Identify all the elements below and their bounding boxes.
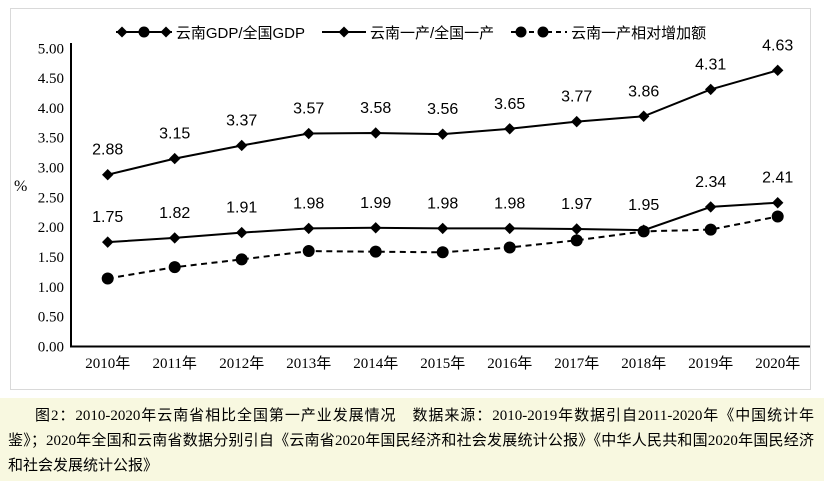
x-tick-label: 2016年 <box>487 355 532 372</box>
data-marker-diamond <box>504 222 516 235</box>
data-label: 1.91 <box>226 200 257 217</box>
x-tick-label: 2017年 <box>554 355 599 372</box>
data-marker-circle <box>235 253 248 266</box>
y-tick-label: 0.50 <box>38 310 64 326</box>
data-marker-diamond <box>236 226 248 239</box>
data-label: 1.98 <box>427 195 458 212</box>
data-marker-diamond <box>571 223 583 235</box>
x-tick-label: 2018年 <box>621 355 666 372</box>
chart-canvas: 5.00 4.50 4.00 3.50 3.00 2.50 2.00 1.50 1.00 0.50… <box>14 37 810 372</box>
data-marker-diamond <box>102 236 114 248</box>
data-marker-circle <box>570 234 583 247</box>
y-tick-label: 2.00 <box>38 220 64 236</box>
data-label: 3.58 <box>360 100 391 117</box>
x-tick-label: 2015年 <box>420 355 465 372</box>
y-tick-label: 2.50 <box>38 190 64 206</box>
data-label: 1.98 <box>494 195 525 212</box>
data-label: 1.82 <box>159 205 190 222</box>
y-tick-label: 1.50 <box>38 250 64 266</box>
data-label: 3.57 <box>293 101 324 118</box>
figure-caption: 图2：2010-2020年云南省相比全国第一产业发展情况 数据来源：2010-2… <box>0 398 824 481</box>
y-tick-label: 3.50 <box>38 131 64 147</box>
data-marker-diamond <box>437 222 449 235</box>
series-line-0 <box>107 69 778 176</box>
data-marker-diamond <box>437 128 449 140</box>
y-tick-label: 5.00 <box>38 41 64 57</box>
data-marker-circle <box>637 225 650 238</box>
y-tick-label: 4.00 <box>38 101 64 117</box>
data-marker-diamond <box>705 83 717 96</box>
legend-item-gdp-ratio: 云南GDP/全国GDP <box>115 22 305 43</box>
chart-legend: 云南GDP/全国GDP 云南一产/全国一产 云南一产相对增加额 <box>11 22 810 43</box>
x-tick-label: 2012年 <box>219 355 264 372</box>
data-label: 3.37 <box>226 112 257 129</box>
x-tick-label: 2019年 <box>688 355 733 372</box>
data-label: 2.41 <box>762 170 793 187</box>
legend-label-gdp-ratio: 云南GDP/全国GDP <box>175 24 305 42</box>
legend-item-relative-increase: 云南一产相对增加额 <box>510 22 706 43</box>
data-marker-diamond <box>571 115 583 128</box>
legend-glyph-diamond-circle-diamond <box>115 26 172 38</box>
data-marker-diamond <box>705 201 717 213</box>
data-label: 2.88 <box>92 142 123 159</box>
data-label: 3.65 <box>494 96 525 113</box>
data-marker-diamond <box>504 123 516 135</box>
data-label: 4.31 <box>695 56 726 73</box>
legend-glyph-line-diamond <box>322 26 366 38</box>
data-marker-diamond <box>772 197 784 209</box>
data-label: 3.86 <box>628 83 659 100</box>
data-label: 3.15 <box>159 126 190 143</box>
legend-item-primary-ratio: 云南一产/全国一产 <box>321 22 494 43</box>
x-tick-label: 2011年 <box>152 355 196 372</box>
chart-frame: 5.00 4.50 4.00 3.50 3.00 2.50 2.00 1.50 1.00 0.50… <box>10 8 811 390</box>
x-tick-label: 2010年 <box>85 355 130 372</box>
y-tick-label: 4.50 <box>38 71 64 87</box>
data-label: 3.56 <box>427 101 458 118</box>
x-tick-label: 2020年 <box>755 355 800 372</box>
legend-label-relative-increase: 云南一产相对增加额 <box>571 24 707 42</box>
data-marker-circle <box>704 223 717 236</box>
data-label: 1.75 <box>92 209 123 226</box>
data-marker-circle <box>168 261 181 274</box>
data-marker-diamond <box>102 169 114 181</box>
data-marker-diamond <box>169 152 181 165</box>
x-tick-label: 2013年 <box>286 355 331 372</box>
data-marker-circle <box>369 245 382 258</box>
data-marker-circle <box>436 246 449 259</box>
data-label: 4.63 <box>762 37 793 54</box>
data-marker-diamond <box>370 222 382 234</box>
data-label: 1.99 <box>360 195 391 212</box>
data-label: 1.97 <box>561 196 592 213</box>
data-marker-diamond <box>370 127 382 139</box>
legend-label-primary-ratio: 云南一产/全国一产 <box>370 24 495 42</box>
data-marker-diamond <box>638 110 650 122</box>
x-tick-label: 2014年 <box>353 355 398 372</box>
y-tick-label: 3.00 <box>38 161 64 177</box>
y-tick-label: 1.00 <box>38 280 64 296</box>
data-marker-circle <box>771 210 784 223</box>
data-label: 1.98 <box>293 195 324 212</box>
data-label: 2.34 <box>695 174 726 191</box>
data-marker-circle <box>302 245 315 258</box>
data-marker-diamond <box>169 232 181 244</box>
y-axis-title: % <box>14 178 27 195</box>
data-marker-circle <box>503 241 516 254</box>
data-marker-diamond <box>303 222 315 235</box>
data-marker-diamond <box>772 64 784 77</box>
data-label: 1.95 <box>628 197 659 214</box>
y-tick-label: 0.00 <box>38 340 64 356</box>
data-marker-circle <box>101 272 114 285</box>
data-label: 3.77 <box>561 89 592 106</box>
data-marker-diamond <box>303 127 315 140</box>
legend-glyph-circle-dash-circle <box>511 26 568 38</box>
data-marker-diamond <box>236 139 248 152</box>
